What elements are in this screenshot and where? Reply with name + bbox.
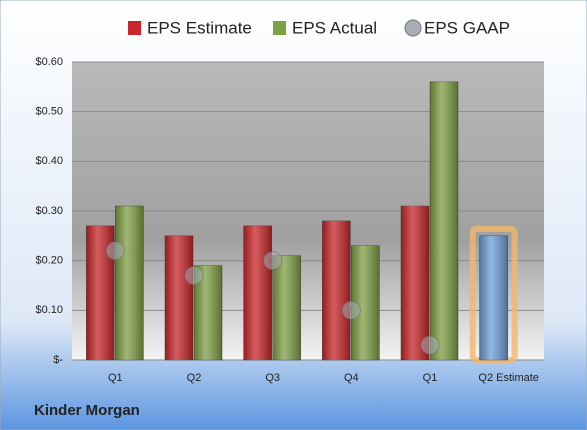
x-tick-label: Q2 — [187, 372, 202, 384]
legend-marker — [273, 21, 286, 35]
y-tick-label: $0.50 — [35, 106, 63, 118]
bar-shine — [430, 81, 458, 360]
bar-shine — [322, 220, 351, 360]
gaap-marker — [184, 266, 204, 286]
legend-label: EPS GAAP — [424, 18, 510, 37]
bar-shine — [401, 206, 429, 360]
bar-shine — [115, 206, 144, 360]
legend-marker — [128, 21, 141, 35]
y-tick-label: $0.40 — [35, 155, 63, 167]
x-tick-label: Q1 — [108, 372, 123, 384]
gaap-marker — [105, 241, 125, 261]
bar-shine — [479, 235, 508, 360]
y-tick-label: $0.20 — [35, 255, 63, 267]
legend-label: EPS Actual — [292, 18, 377, 37]
bar-shine — [272, 255, 301, 360]
y-tick-label: $0.30 — [35, 205, 63, 217]
x-tick-label: Q3 — [265, 372, 280, 384]
y-tick-label: $- — [53, 354, 63, 366]
bar-shine — [243, 225, 272, 360]
gaap-marker — [341, 300, 361, 320]
y-tick-label: $0.10 — [35, 304, 63, 316]
y-tick-label: $0.60 — [35, 56, 63, 68]
gaap-marker — [263, 251, 283, 271]
gaap-marker — [420, 335, 440, 355]
legend-label: EPS Estimate — [147, 18, 252, 37]
x-tick-label: Q2 Estimate — [478, 372, 539, 384]
legend-marker — [404, 19, 422, 37]
x-tick-label: Q4 — [344, 372, 359, 384]
chart-title: Kinder Morgan — [34, 402, 140, 419]
bar-shine — [165, 235, 193, 360]
x-tick-label: Q1 — [423, 372, 438, 384]
